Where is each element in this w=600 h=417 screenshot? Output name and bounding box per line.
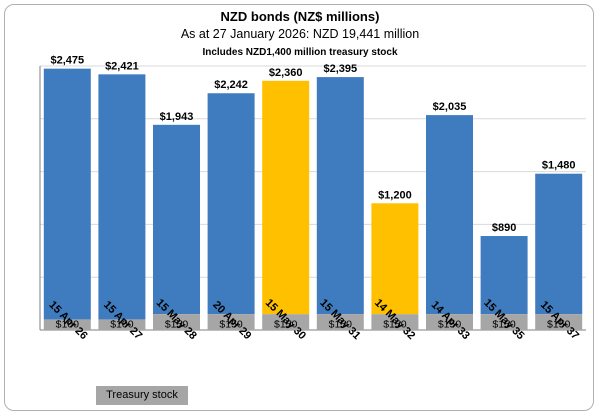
data-label-total: $1,943 (160, 111, 194, 123)
bar-total (535, 173, 583, 315)
data-label-total: $2,421 (105, 60, 139, 72)
bar-treasury-stock (98, 319, 146, 330)
bar-total (153, 124, 200, 315)
bar-treasury-stock (262, 314, 310, 330)
data-label-total: $2,395 (323, 63, 357, 75)
data-label-total: $1,480 (542, 160, 576, 172)
data-label-treasury: $100 (110, 319, 134, 331)
bar-treasury-stock (426, 314, 473, 330)
data-label-treasury: $100 (56, 319, 80, 331)
data-label-total: $2,475 (50, 55, 84, 67)
data-label-treasury: $150 (492, 319, 516, 331)
data-label-treasury: $150 (547, 319, 571, 331)
data-label-total: $2,360 (269, 67, 303, 79)
bar-treasury-stock (316, 314, 364, 330)
bar-treasury-stock (43, 319, 91, 330)
data-label-treasury: $150 (383, 319, 407, 331)
bar-total (316, 77, 364, 315)
bar-total (480, 236, 528, 315)
bar-total (262, 80, 310, 315)
data-label-total: $1,200 (378, 189, 412, 201)
data-label-treasury: $150 (219, 319, 243, 331)
bar-total (371, 203, 419, 315)
bar-total (98, 74, 146, 320)
bar-treasury-stock (371, 314, 419, 330)
data-label-treasury: $150 (329, 319, 353, 331)
data-label-treasury: $150 (165, 319, 189, 331)
legend-treasury-stock: Treasury stock (96, 386, 188, 405)
data-label-treasury: $150 (438, 319, 462, 331)
chart-title: NZD bonds (NZ$ millions) (220, 9, 380, 24)
chart-subtitle: As at 27 January 2026: NZD 19,441 millio… (180, 27, 420, 41)
bar-treasury-stock (153, 314, 200, 330)
chart-note: Includes NZD1,400 million treasury stock (202, 47, 398, 58)
data-label-total: $890 (492, 222, 516, 234)
bar-total (207, 93, 255, 315)
bar-total (43, 68, 91, 320)
data-label-total: $2,035 (433, 101, 467, 113)
bar-treasury-stock (535, 314, 583, 330)
data-label-total: $2,242 (214, 79, 248, 91)
data-label-treasury: $150 (274, 319, 298, 331)
bar-total (426, 115, 473, 315)
bar-treasury-stock (480, 314, 528, 330)
bar-treasury-stock (207, 314, 255, 330)
